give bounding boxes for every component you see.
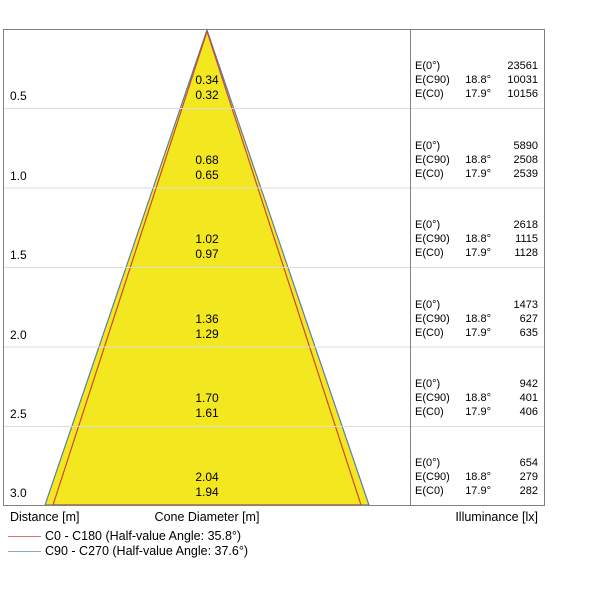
c0-angle: 17.9° (465, 247, 491, 259)
c0-line-swatch (8, 536, 41, 537)
ec0-label: E(C0) (415, 327, 444, 339)
e0-label: E(0°) (415, 140, 441, 152)
cone-diameter-values: 1.70 1.61 (157, 391, 257, 421)
cone-diameter-c0: 1.29 (195, 327, 219, 341)
legend-c0-label: C0 - C180 (Half-value Angle: 35.8°) (45, 529, 242, 543)
distance-value: 0.5 (10, 89, 27, 103)
illuminance-block: E(0°) 942 E(C90) 18.8° 401 E(C0) 17.9° 406 (415, 377, 538, 419)
c90-angle: 18.8° (465, 392, 491, 404)
cone-diameter-c0: 0.32 (195, 88, 219, 102)
distance-value: 1.5 (10, 248, 27, 262)
diagram-border (3, 29, 545, 506)
e0-label: E(0°) (415, 219, 441, 231)
ec0-value: 282 (519, 485, 538, 497)
e0-value: 5890 (513, 140, 538, 152)
cone-diameter-values: 0.68 0.65 (157, 153, 257, 183)
illuminance-axis-label: Illuminance [lx] (455, 510, 538, 524)
e0-label: E(0°) (415, 299, 441, 311)
distance-value: 3.0 (10, 486, 27, 500)
illuminance-block: E(0°) 654 E(C90) 18.8° 279 E(C0) 17.9° 282 (415, 456, 538, 498)
e0-value: 2618 (513, 219, 538, 231)
ec0-value: 2539 (513, 168, 538, 180)
legend-c90-label: C90 - C270 (Half-value Angle: 37.6°) (45, 544, 249, 558)
illuminance-block: E(0°) 5890 E(C90) 18.8° 2508 E(C0) 17.9° 2539 (415, 139, 538, 181)
e0-value: 654 (519, 457, 538, 469)
c0-angle: 17.9° (465, 327, 491, 339)
ec0-label: E(C0) (415, 485, 444, 497)
cone-diameter-c90: 1.70 (195, 391, 219, 405)
c0-angle: 17.9° (465, 88, 491, 100)
table-row: 2.5 1.70 1.61 E(0°) 942 E(C90) 18.8° 401 E(… (0, 347, 600, 426)
cone-diameter-values: 0.34 0.32 (157, 73, 257, 103)
cone-diameter-c0: 0.65 (195, 168, 219, 182)
cone-diameter-c0: 1.94 (195, 485, 219, 499)
cone-diameter-c90: 1.02 (195, 232, 219, 246)
ec90-value: 10031 (507, 74, 538, 86)
illuminance-block: E(0°) 2618 E(C90) 18.8° 1115 E(C0) 17.9° 1128 (415, 218, 538, 260)
c90-angle: 18.8° (465, 154, 491, 166)
table-row: 0.5 0.34 0.32 E(0°) 23561 E(C90) 18.8° 1003… (0, 29, 600, 108)
ec0-label: E(C0) (415, 168, 444, 180)
ec0-label: E(C0) (415, 247, 444, 259)
ec90-value: 1115 (515, 233, 538, 245)
c0-angle: 17.9° (465, 485, 491, 497)
cone-diameter-values: 2.04 1.94 (157, 470, 257, 500)
ec0-value: 1128 (514, 247, 538, 259)
ec90-value: 627 (519, 313, 538, 325)
e0-value: 1473 (513, 299, 538, 311)
e0-label: E(0°) (415, 60, 441, 72)
c90-angle: 18.8° (465, 233, 491, 245)
cone-diameter-c90: 0.34 (195, 73, 219, 87)
distance-axis-label: Distance [m] (10, 510, 80, 524)
ec0-label: E(C0) (415, 88, 444, 100)
ec0-value: 635 (519, 327, 538, 339)
distance-value: 1.0 (10, 169, 27, 183)
ec90-label: E(C90) (415, 313, 450, 325)
ec90-label: E(C90) (415, 233, 450, 245)
ec0-value: 10156 (507, 88, 538, 100)
table-row: 1.0 0.68 0.65 E(0°) 5890 E(C90) 18.8° 2508 … (0, 109, 600, 188)
cone-diameter-c90: 1.36 (195, 312, 219, 326)
ec0-value: 406 (519, 406, 538, 418)
table-row: 3.0 2.04 1.94 E(0°) 654 E(C90) 18.8° 279 E(… (0, 426, 600, 505)
cone-diameter-c0: 0.97 (195, 247, 219, 261)
e0-value: 23561 (507, 60, 538, 72)
cone-diameter-values: 1.02 0.97 (157, 232, 257, 262)
illuminance-block: E(0°) 23561 E(C90) 18.8° 10031 E(C0) 17.9° 10… (415, 59, 538, 101)
e0-label: E(0°) (415, 457, 441, 469)
cone-diameter-c0: 1.61 (195, 406, 219, 420)
table-row: 2.0 1.36 1.29 E(0°) 1473 E(C90) 18.8° 627 E… (0, 267, 600, 347)
c90-angle: 18.8° (465, 471, 491, 483)
table-row: 1.5 1.02 0.97 E(0°) 2618 E(C90) 18.8° 1115 … (0, 188, 600, 267)
c90-angle: 18.8° (465, 74, 491, 86)
ec0-label: E(C0) (415, 406, 444, 418)
cone-diameter-axis-label: Cone Diameter [m] (154, 510, 260, 524)
ec90-value: 401 (519, 392, 538, 404)
distance-value: 2.0 (10, 328, 27, 342)
ec90-value: 279 (519, 471, 538, 483)
cone-diameter-c90: 2.04 (195, 470, 219, 484)
c0-angle: 17.9° (465, 168, 491, 180)
e0-label: E(0°) (415, 378, 441, 390)
cone-diameter-values: 1.36 1.29 (157, 312, 257, 342)
ec90-label: E(C90) (415, 392, 450, 404)
cone-diameter-c90: 0.68 (195, 153, 219, 167)
ec90-label: E(C90) (415, 471, 450, 483)
c0-angle: 17.9° (465, 406, 491, 418)
ec90-value: 2508 (513, 154, 538, 166)
c90-angle: 18.8° (465, 313, 491, 325)
illuminance-block: E(0°) 1473 E(C90) 18.8° 627 E(C0) 17.9° 635 (415, 298, 538, 340)
c90-line-swatch (8, 551, 41, 552)
e0-value: 942 (519, 378, 538, 390)
ec90-label: E(C90) (415, 154, 450, 166)
distance-value: 2.5 (10, 407, 27, 421)
ec90-label: E(C90) (415, 74, 450, 86)
